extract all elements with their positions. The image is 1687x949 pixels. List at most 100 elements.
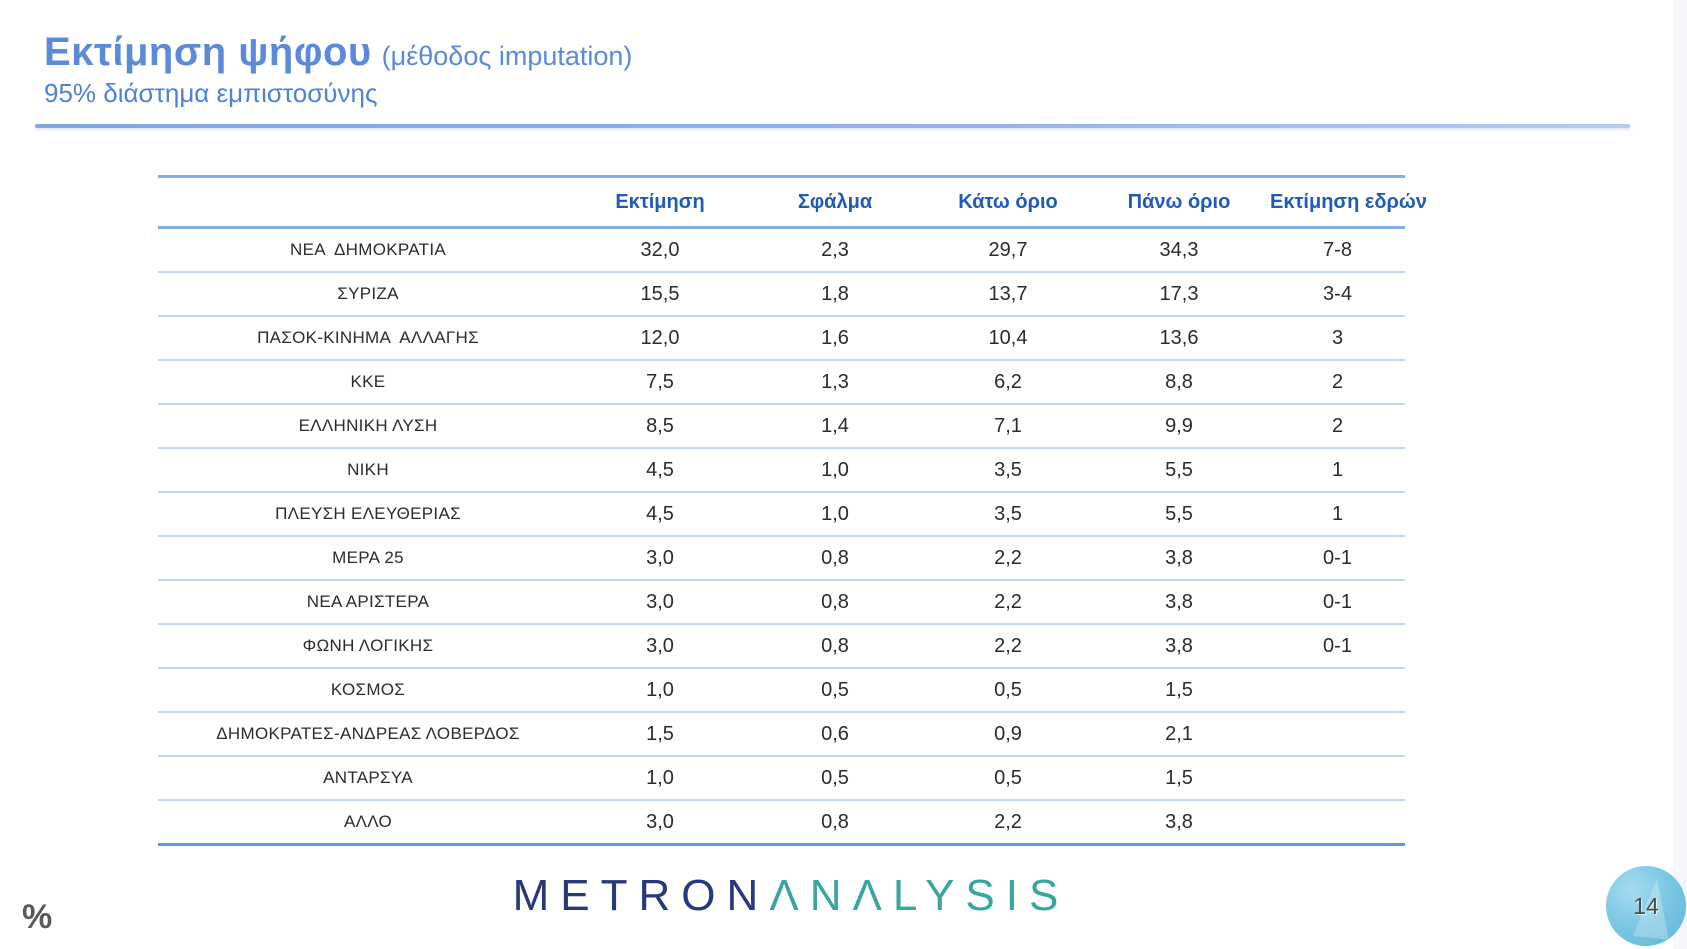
upper-bound-cell: 13,6 bbox=[1159, 326, 1199, 349]
percent-symbol: % bbox=[22, 898, 53, 936]
lower-bound-cell: 0,9 bbox=[994, 722, 1022, 745]
table-row: ΣΥΡΙΖΑ 15,5 1,8 13,7 17,3 3-4 bbox=[158, 273, 1405, 317]
upper-bound-cell: 5,5 bbox=[1165, 502, 1193, 525]
party-cell: ΑΝΤΑΡΣΥΑ bbox=[323, 768, 413, 787]
error-cell: 2,3 bbox=[821, 238, 849, 261]
estimate-cell: 3,0 bbox=[646, 590, 674, 613]
lower-bound-cell: 3,5 bbox=[994, 458, 1022, 481]
estimates-table: Εκτίμηση Σφάλμα Κάτω όριο Πάνω όριο Εκτί… bbox=[158, 175, 1427, 846]
header-estimate: Εκτίμηση bbox=[615, 190, 705, 213]
error-cell: 0,8 bbox=[821, 590, 849, 613]
lower-bound-cell: 7,1 bbox=[994, 414, 1022, 437]
estimate-cell: 32,0 bbox=[640, 238, 680, 261]
upper-bound-cell: 3,8 bbox=[1165, 590, 1193, 613]
party-cell: ΦΩΝΗ ΛΟΓΙΚΗΣ bbox=[302, 636, 434, 655]
table-body: ΝΕΑ ΔΗΜΟΚΡΑΤΙΑ 32,0 2,3 29,7 34,3 7-8 ΣΥΡΙΖΑ 15… bbox=[158, 229, 1405, 846]
upper-bound-cell: 9,9 bbox=[1165, 414, 1193, 437]
table-row: ΝΕΑ ΑΡΙΣΤΕΡΑ 3,0 0,8 2,2 3,8 0-1 bbox=[158, 581, 1405, 625]
party-cell: ΠΛΕΥΣΗ ΕΛΕΥΘΕΡΙΑΣ bbox=[275, 504, 461, 523]
error-cell: 1,4 bbox=[821, 414, 849, 437]
upper-bound-cell: 3,8 bbox=[1165, 546, 1193, 569]
party-cell: ΣΥΡΙΖΑ bbox=[337, 284, 399, 303]
estimate-cell: 3,0 bbox=[646, 810, 674, 833]
table-row: ΑΛΛΟ 3,0 0,8 2,2 3,8 bbox=[158, 801, 1405, 846]
upper-bound-cell: 8,8 bbox=[1165, 370, 1193, 393]
seats-cell: 1 bbox=[1331, 502, 1344, 525]
lower-bound-cell: 2,2 bbox=[994, 634, 1022, 657]
lower-bound-cell: 29,7 bbox=[988, 238, 1028, 261]
estimate-cell: 7,5 bbox=[646, 370, 674, 393]
party-cell: ΝΙΚΗ bbox=[347, 460, 389, 479]
lower-bound-cell: 0,5 bbox=[994, 678, 1022, 701]
error-cell: 0,8 bbox=[821, 546, 849, 569]
estimate-cell: 4,5 bbox=[646, 458, 674, 481]
seats-cell: 3 bbox=[1331, 326, 1344, 349]
seats-cell: 2 bbox=[1331, 370, 1344, 393]
party-cell: ΕΛΛΗΝΙΚΗ ΛΥΣΗ bbox=[298, 416, 438, 435]
logo-metron: METRON bbox=[512, 871, 770, 920]
upper-bound-cell: 5,5 bbox=[1165, 458, 1193, 481]
header-lower: Κάτω όριο bbox=[958, 190, 1058, 213]
upper-bound-cell: 34,3 bbox=[1159, 238, 1199, 261]
error-cell: 1,0 bbox=[821, 502, 849, 525]
header-seats: Εκτίμηση εδρών bbox=[1270, 190, 1427, 213]
party-cell: ΑΛΛΟ bbox=[343, 812, 393, 831]
error-cell: 0,5 bbox=[821, 766, 849, 789]
header-error: Σφάλμα bbox=[797, 190, 873, 213]
table-row: ΑΝΤΑΡΣΥΑ 1,0 0,5 0,5 1,5 bbox=[158, 757, 1405, 801]
error-cell: 1,6 bbox=[821, 326, 849, 349]
table-row: ΦΩΝΗ ΛΟΓΙΚΗΣ 3,0 0,8 2,2 3,8 0-1 bbox=[158, 625, 1405, 669]
page-subtitle: 95% διάστημα εμπιστοσύνης bbox=[44, 78, 378, 108]
title-divider bbox=[35, 124, 1630, 128]
upper-bound-cell: 1,5 bbox=[1165, 678, 1193, 701]
estimate-cell: 15,5 bbox=[640, 282, 680, 305]
table-row: ΕΛΛΗΝΙΚΗ ΛΥΣΗ 8,5 1,4 7,1 9,9 2 bbox=[158, 405, 1405, 449]
table-row: ΜΕΡΑ 25 3,0 0,8 2,2 3,8 0-1 bbox=[158, 537, 1405, 581]
table-row: ΝΙΚΗ 4,5 1,0 3,5 5,5 1 bbox=[158, 449, 1405, 493]
table-row: ΝΕΑ ΔΗΜΟΚΡΑΤΙΑ 32,0 2,3 29,7 34,3 7-8 bbox=[158, 229, 1405, 273]
page-number: 14 bbox=[1633, 892, 1659, 919]
party-cell: ΜΕΡΑ 25 bbox=[332, 548, 404, 567]
lower-bound-cell: 2,2 bbox=[994, 810, 1022, 833]
estimate-cell: 1,5 bbox=[646, 722, 674, 745]
logo-analysis: ΛΝΛLYSIS bbox=[769, 871, 1070, 920]
table-row: ΚΚΕ 7,5 1,3 6,2 8,8 2 bbox=[158, 361, 1405, 405]
party-cell: ΚΚΕ bbox=[350, 372, 386, 391]
error-cell: 1,8 bbox=[821, 282, 849, 305]
upper-bound-cell: 2,1 bbox=[1165, 722, 1193, 745]
party-cell: ΠΑΣΟΚ-ΚΙΝΗΜΑ ΑΛΛΑΓΗΣ bbox=[257, 328, 479, 347]
seats-cell: 0-1 bbox=[1323, 634, 1352, 657]
table-row: ΠΑΣΟΚ-ΚΙΝΗΜΑ ΑΛΛΑΓΗΣ 12,0 1,6 10,4 13,6 3 bbox=[158, 317, 1405, 361]
title-block: Εκτίμηση ψήφου (μέθοδος imputation) bbox=[44, 30, 632, 75]
estimate-cell: 12,0 bbox=[640, 326, 680, 349]
estimate-cell: 3,0 bbox=[646, 546, 674, 569]
table-row: ΠΛΕΥΣΗ ΕΛΕΥΘΕΡΙΑΣ 4,5 1,0 3,5 5,5 1 bbox=[158, 493, 1405, 537]
lower-bound-cell: 2,2 bbox=[994, 590, 1022, 613]
seats-cell: 7-8 bbox=[1323, 238, 1352, 261]
table-header-row: Εκτίμηση Σφάλμα Κάτω όριο Πάνω όριο Εκτί… bbox=[158, 178, 1427, 229]
error-cell: 0,8 bbox=[821, 810, 849, 833]
estimate-cell: 4,5 bbox=[646, 502, 674, 525]
metron-analysis-logo: METRONΛΝΛLYSIS bbox=[513, 874, 1070, 918]
lower-bound-cell: 3,5 bbox=[994, 502, 1022, 525]
lower-bound-cell: 0,5 bbox=[994, 766, 1022, 789]
upper-bound-cell: 3,8 bbox=[1165, 634, 1193, 657]
estimate-cell: 1,0 bbox=[646, 678, 674, 701]
table-row: ΚΟΣΜΟΣ 1,0 0,5 0,5 1,5 bbox=[158, 669, 1405, 713]
party-cell: ΚΟΣΜΟΣ bbox=[330, 680, 406, 699]
lower-bound-cell: 10,4 bbox=[988, 326, 1028, 349]
estimate-cell: 3,0 bbox=[646, 634, 674, 657]
lower-bound-cell: 13,7 bbox=[988, 282, 1028, 305]
upper-bound-cell: 3,8 bbox=[1165, 810, 1193, 833]
estimate-cell: 8,5 bbox=[646, 414, 674, 437]
party-cell: ΝΕΑ ΑΡΙΣΤΕΡΑ bbox=[306, 592, 430, 611]
seats-cell: 0-1 bbox=[1323, 546, 1352, 569]
seats-cell: 3-4 bbox=[1323, 282, 1352, 305]
error-cell: 1,3 bbox=[821, 370, 849, 393]
page-number-badge: 14 bbox=[1606, 866, 1686, 946]
party-cell: ΔΗΜΟΚΡΑΤΕΣ-ΑΝΔΡΕΑΣ ΛΟΒΕΡΔΟΣ bbox=[216, 724, 520, 743]
seats-cell: 0-1 bbox=[1323, 590, 1352, 613]
error-cell: 0,6 bbox=[821, 722, 849, 745]
estimate-cell: 1,0 bbox=[646, 766, 674, 789]
